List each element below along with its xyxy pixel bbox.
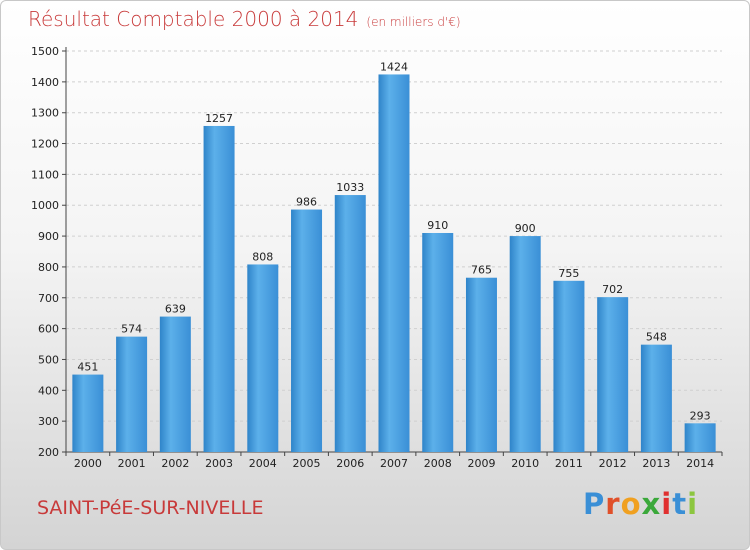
y-tick-label: 900 (38, 230, 59, 243)
data-label-2012: 702 (602, 283, 623, 296)
bar-2003 (203, 125, 235, 453)
data-label-2009: 765 (471, 264, 492, 277)
logo-letter: o (620, 487, 642, 521)
logo-letter: i (661, 487, 673, 521)
x-tick-label-2007: 2007 (380, 457, 408, 470)
bar-2005 (291, 209, 323, 452)
logo-letter: t (672, 487, 688, 521)
bar-2011 (553, 280, 585, 452)
bar-2008 (422, 232, 454, 452)
x-tick-label-2011: 2011 (555, 457, 583, 470)
y-tick-label: 700 (38, 292, 59, 305)
axes: 200 300 400 500 600 700 800 900 1000 1100 1200 1300… (31, 45, 723, 470)
bar-2010 (509, 236, 541, 452)
y-tick-label: 1000 (31, 199, 59, 212)
logo-letter: P (583, 487, 606, 521)
bar-2013 (640, 344, 672, 452)
data-label-2004: 808 (252, 250, 273, 263)
y-tick-label: 1400 (31, 76, 59, 89)
data-label-2005: 986 (296, 196, 317, 209)
bar-2000 (72, 374, 104, 452)
x-tick-label-2009: 2009 (467, 457, 495, 470)
data-label-2008: 910 (427, 219, 448, 232)
x-tick-label-2013: 2013 (642, 457, 670, 470)
y-tick-label: 600 (38, 323, 59, 336)
bar-2012 (597, 297, 629, 452)
bar-2014 (684, 423, 716, 452)
data-labels: 451 574 639 1257 808 986 1033 1424 910 765 900 755 7… (77, 60, 710, 422)
y-tick-label: 200 (38, 446, 59, 459)
chart-title: Résultat Comptable 2000 à 2014 (en millie… (28, 7, 461, 31)
x-tick-label-2010: 2010 (511, 457, 539, 470)
bar-2009 (465, 277, 497, 452)
data-label-2010: 900 (515, 222, 536, 235)
data-label-2003: 1257 (205, 112, 233, 125)
data-label-2002: 639 (165, 303, 186, 316)
bar-2004 (247, 264, 279, 452)
y-tick-label: 1100 (31, 168, 59, 181)
x-tick-label-2014: 2014 (686, 457, 714, 470)
y-tick-label: 300 (38, 415, 59, 428)
data-label-2013: 548 (646, 331, 667, 344)
y-tick-label: 1200 (31, 138, 59, 151)
data-label-2001: 574 (121, 323, 142, 336)
data-label-2007: 1424 (380, 60, 408, 73)
data-label-2014: 293 (690, 409, 711, 422)
bars (72, 74, 716, 453)
y-tick-label: 500 (38, 353, 59, 366)
y-tick-label: 400 (38, 384, 59, 397)
y-tick-label: 1300 (31, 107, 59, 120)
y-tick-label: 800 (38, 261, 59, 274)
x-tick-label-2001: 2001 (118, 457, 146, 470)
x-tick-label-2012: 2012 (599, 457, 627, 470)
x-tick-label-2003: 2003 (205, 457, 233, 470)
city-name: SAINT-PéE-SUR-NIVELLE (37, 497, 264, 519)
logo-letter: i (687, 487, 699, 521)
data-label-2006: 1033 (336, 181, 364, 194)
data-label-2000: 451 (77, 361, 98, 374)
chart-subtitle: (en milliers d'€) (366, 15, 461, 29)
x-tick-label-2006: 2006 (336, 457, 364, 470)
logo-letter: x (641, 487, 662, 521)
x-tick-label-2002: 2002 (161, 457, 189, 470)
x-tick-label-2008: 2008 (424, 457, 452, 470)
chart-title-text: Résultat Comptable 2000 à 2014 (28, 7, 359, 31)
bar-2006 (334, 195, 366, 452)
x-tick-label-2004: 2004 (249, 457, 277, 470)
x-tick-label-2000: 2000 (74, 457, 102, 470)
x-tick-label-2005: 2005 (293, 457, 321, 470)
bar-2007 (378, 74, 410, 452)
proxiti-logo: Proxiti (583, 487, 698, 521)
bar-2001 (116, 336, 148, 452)
bar-2002 (159, 316, 191, 452)
logo-letter: r (605, 487, 621, 521)
data-label-2011: 755 (558, 267, 579, 280)
y-tick-label: 1500 (31, 45, 59, 58)
